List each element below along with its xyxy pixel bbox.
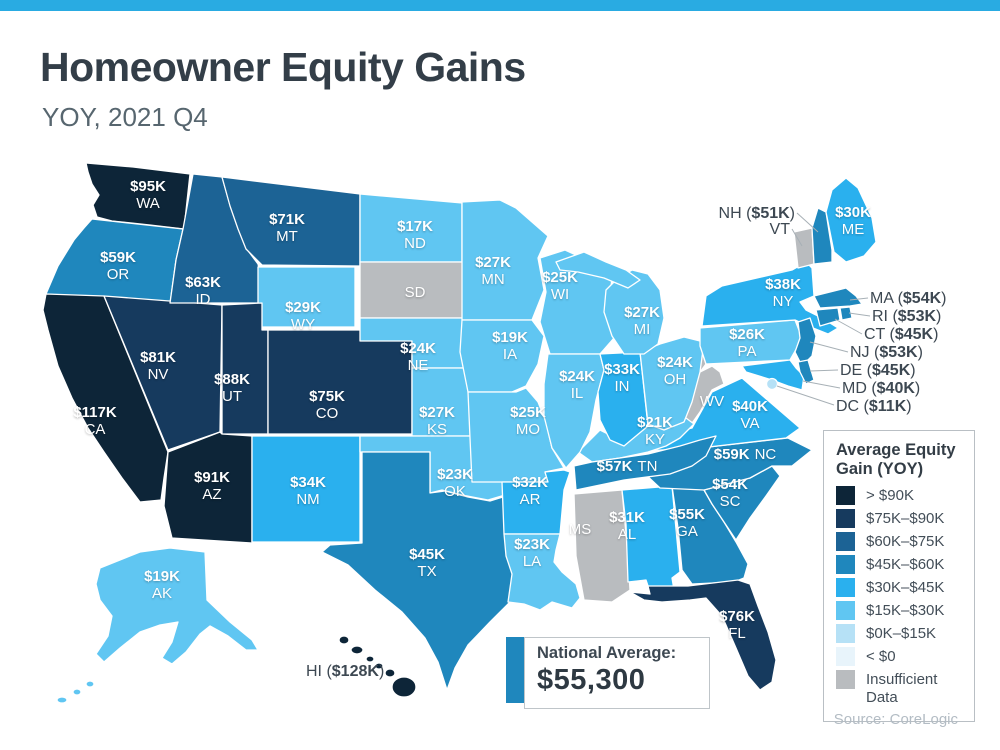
state-shape-nd [359,193,463,263]
legend-swatch [836,670,855,689]
dc-marker-dot [765,377,779,391]
callout-line-dc [776,385,835,406]
legend-item: $75K–$90K [836,509,974,528]
state-shape-mi-lower [603,269,665,355]
legend-swatch [836,601,855,620]
state-shape-co [267,329,413,435]
legend-swatch [836,555,855,574]
hi-island [338,635,350,645]
state-shape-vt [793,227,815,269]
ak-aleutian-island [85,680,95,688]
state-shape-mo [467,387,565,483]
source-credit: Source: CoreLogic [833,711,958,728]
state-shape-me [825,177,877,263]
callout-line-de [809,369,839,372]
state-shape-ms [573,489,631,603]
state-shape-ct [815,307,841,327]
national-average-value: $55,300 [537,664,646,696]
top-accent-bar [0,0,1000,11]
legend-title: Average Equity Gain (YOY) [836,441,956,478]
callout-vt: VT [769,221,790,238]
legend-swatch [836,647,855,666]
legend-item: < $0 [836,647,974,666]
callout-ma: MA ($54K) [870,290,947,307]
legend-swatch [836,532,855,551]
state-shape-fl [629,579,777,691]
hi-island [374,662,384,670]
page-title: Homeowner Equity Gains [40,44,526,90]
callout-line-vt [791,228,803,247]
state-shape-wa [85,162,191,230]
national-average-label: National Average: [537,644,677,662]
state-shape-nh [811,207,833,265]
state-shape-nj [794,317,817,367]
callout-line-md [802,380,841,389]
callout-ct: CT ($45K) [864,326,939,343]
legend-swatch [836,486,855,505]
state-shape-wy [257,266,356,328]
state-shape-sd [359,261,469,319]
state-shapes [42,162,877,704]
state-shape-oh [639,336,705,431]
state-shape-ak [95,547,259,665]
hi-island-big [391,676,417,698]
state-shape-md [741,359,805,391]
legend-item: $45K–$60K [836,555,974,574]
state-shape-ma [813,287,863,309]
legend-item: $60K–$75K [836,532,974,551]
state-shape-la [503,533,581,611]
state-shape-mi-upper [555,251,641,289]
callout-lines [776,212,871,406]
hi-island [384,668,396,678]
legend-item: $0K–$15K [836,624,974,643]
callout-line-ma [849,297,869,301]
callout-md: MD ($40K) [842,380,921,397]
state-shape-ut [221,302,269,435]
callout-ri: RI ($53K) [872,308,942,325]
legend-swatch [836,578,855,597]
national-average-accent-bar [506,637,524,703]
state-shape-az [163,431,253,544]
state-shape-al [621,485,681,593]
callout-hi: HI ($128K) [306,663,385,680]
hi-island [365,655,375,663]
ak-aleutian-island [56,696,68,704]
ak-aleutian-island [72,688,82,696]
legend-item: $15K–$30K [836,601,974,620]
page-subtitle: YOY, 2021 Q4 [42,102,208,132]
legend-item: Insufficient Data [836,670,974,707]
state-shape-ny [701,261,839,335]
state-shape-tn [573,435,717,491]
legend-item: $30K–$45K [836,578,974,597]
callout-line-nh [796,212,819,233]
state-shape-pa [699,319,803,365]
state-shape-ri [839,306,853,321]
callout-line-ct [834,318,863,335]
state-shape-or [45,218,184,305]
state-shape-tx [321,451,519,691]
state-shape-mn [461,199,549,321]
callout-nh: NH ($51K) [718,205,795,222]
legend-swatch [836,509,855,528]
callout-dc: DC ($11K) [836,398,912,415]
national-average-box: National Average: $55,300 [506,637,710,709]
state-shape-in [597,351,649,447]
legend: Average Equity Gain (YOY) > $90K $75K–$9… [823,430,975,722]
state-shape-nm [251,435,361,543]
callout-line-nj [809,341,849,353]
callout-de: DE ($45K) [840,362,916,379]
hi-island [350,645,364,655]
callout-nj: NJ ($53K) [850,344,923,361]
legend-swatch [836,624,855,643]
legend-item: > $90K [836,486,974,505]
state-shape-ia [459,319,545,393]
callout-line-ri [848,312,871,317]
